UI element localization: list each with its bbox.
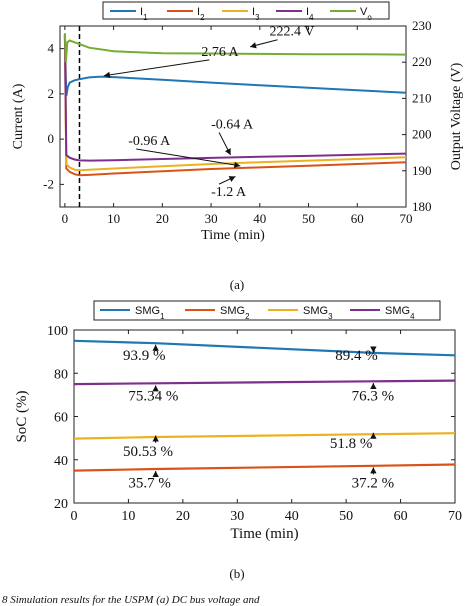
series-line-a-I1 [63, 35, 407, 97]
legend-b-label: SMG3 [303, 305, 333, 321]
annotation-b: 35.7 % [128, 475, 171, 491]
annotation-arrowhead-b [152, 435, 159, 442]
y-tick-label-a: 2 [48, 86, 55, 101]
y2-tick-label-a: 220 [412, 54, 432, 69]
annotation-arrowhead-b [152, 344, 159, 351]
series-line-a-I2 [63, 35, 407, 177]
plot-frame-a [59, 25, 407, 208]
legend-b-label: SMG1 [135, 305, 165, 321]
series-line-b-SMG4 [73, 379, 456, 386]
figure-caption-fragment: 8 Simulation results for the USPM (a) DC… [2, 594, 260, 606]
annotation-b: 50.53 % [123, 444, 173, 460]
annotation-a: -0.96 A [128, 134, 171, 149]
annotation-a: 2.76 A [201, 45, 239, 60]
x-tick-label-a: 30 [205, 211, 218, 226]
annotation-arrowhead-a [224, 148, 231, 155]
legend-a-label: I2 [197, 6, 204, 22]
x-tick-label-b: 10 [121, 509, 135, 524]
y-tick-label-a: -2 [43, 176, 54, 191]
y2-tick-label-a: 190 [412, 163, 432, 178]
y-tick-label-b: 40 [54, 454, 68, 469]
annotation-arrowhead-b [152, 385, 159, 392]
x-tick-label-a: 40 [253, 211, 266, 226]
y-tick-label-a: 0 [48, 131, 55, 146]
x-tick-label-a: 10 [107, 211, 120, 226]
series-line-a-I3 [63, 35, 407, 172]
x-tick-label-a: 60 [351, 211, 364, 226]
caption-a: (a) [230, 277, 244, 292]
legend-a-label: Vo [360, 6, 372, 22]
series-line-b-SMG3 [73, 432, 456, 440]
annotation-arrowhead-b [152, 470, 159, 477]
x-tick-label-b: 0 [71, 509, 78, 524]
x-tick-label-a: 20 [156, 211, 169, 226]
legend-b-label: SMG2 [220, 305, 249, 321]
annotation-b: 75.34 % [128, 388, 178, 404]
x-tick-label-b: 50 [339, 509, 353, 524]
x-tick-label-b: 40 [285, 509, 299, 524]
annotation-arrowhead-a [250, 42, 257, 49]
chart-b: SMG1 SMG2 SMG3 SMG4 0 10 20 30 40 50 60 70 20 40 60 80 1… [14, 300, 462, 542]
legend-b: SMG1 SMG2 SMG3 SMG4 [93, 300, 441, 321]
x-tick-label-a: 70 [400, 211, 413, 226]
y2-tick-label-a: 210 [412, 90, 432, 105]
legend-a-label: I3 [252, 6, 260, 22]
x-tick-label-b: 60 [394, 509, 408, 524]
y2-tick-label-a: 230 [412, 18, 432, 33]
caption-b: (b) [229, 566, 244, 581]
y-tick-label-a: 4 [48, 41, 55, 56]
annotation-arrow-a [136, 148, 241, 167]
y-tick-label-b: 60 [54, 411, 68, 426]
y-axis-label-a: Current (A) [11, 83, 26, 149]
series-line-b-SMG2 [73, 463, 456, 472]
y2-tick-label-a: 200 [412, 127, 432, 142]
x-tick-label-b: 20 [176, 509, 190, 524]
annotation-arrowhead-b [370, 346, 377, 353]
y2-tick-label-a: 180 [412, 199, 432, 214]
annotation-b: 51.8 % [330, 436, 373, 452]
y-tick-label-b: 100 [47, 324, 68, 339]
y2-axis-label-a: Output Voltage (V) [449, 62, 464, 170]
y-tick-label-b: 80 [54, 367, 68, 382]
series-line-b-SMG1 [73, 339, 456, 357]
series-line-a-I4 [63, 35, 407, 162]
annotation-arrowhead-b [370, 467, 377, 474]
series-line-a-Vo [63, 33, 407, 63]
annotation-b: 76.3 % [352, 388, 395, 404]
x-tick-label-b: 30 [230, 509, 244, 524]
x-axis-label-b: Time (min) [230, 526, 298, 542]
annotation-b: 93.9 % [123, 348, 166, 364]
x-tick-label-a: 50 [302, 211, 315, 226]
y-axis-label-b: SoC (%) [14, 390, 30, 442]
annotation-arrow-a [103, 59, 210, 77]
annotation-a: -1.2 A [211, 185, 247, 200]
x-tick-label-a: 0 [62, 211, 69, 226]
legend-a-label: I4 [306, 6, 314, 22]
legend-b-label: SMG4 [385, 305, 415, 321]
chart-a: I1 I2 I3 I4 Vo 0 10 20 30 40 50 60 70 -2 0 2 4 180 190 200 2… [11, 1, 464, 243]
annotation-arrowhead-b [370, 432, 377, 439]
annotation-b: 37.2 % [352, 475, 395, 491]
x-tick-label-b: 70 [448, 509, 462, 524]
annotation-arrowhead-a [103, 71, 111, 79]
annotation-b: 89.4 % [335, 348, 378, 364]
legend-a: I1 I2 I3 I4 Vo [102, 1, 390, 22]
annotation-arrowhead-a [228, 176, 236, 182]
legend-a-label: I1 [140, 6, 148, 22]
y-tick-label-b: 20 [54, 497, 68, 512]
annotation-arrowhead-b [370, 382, 377, 389]
annotation-a: 222.4 V [270, 25, 315, 40]
legend-b-box [93, 300, 441, 321]
x-axis-label-a: Time (min) [201, 228, 265, 243]
annotation-a: -0.64 A [211, 117, 254, 132]
annotation-arrowhead-a [233, 161, 241, 169]
